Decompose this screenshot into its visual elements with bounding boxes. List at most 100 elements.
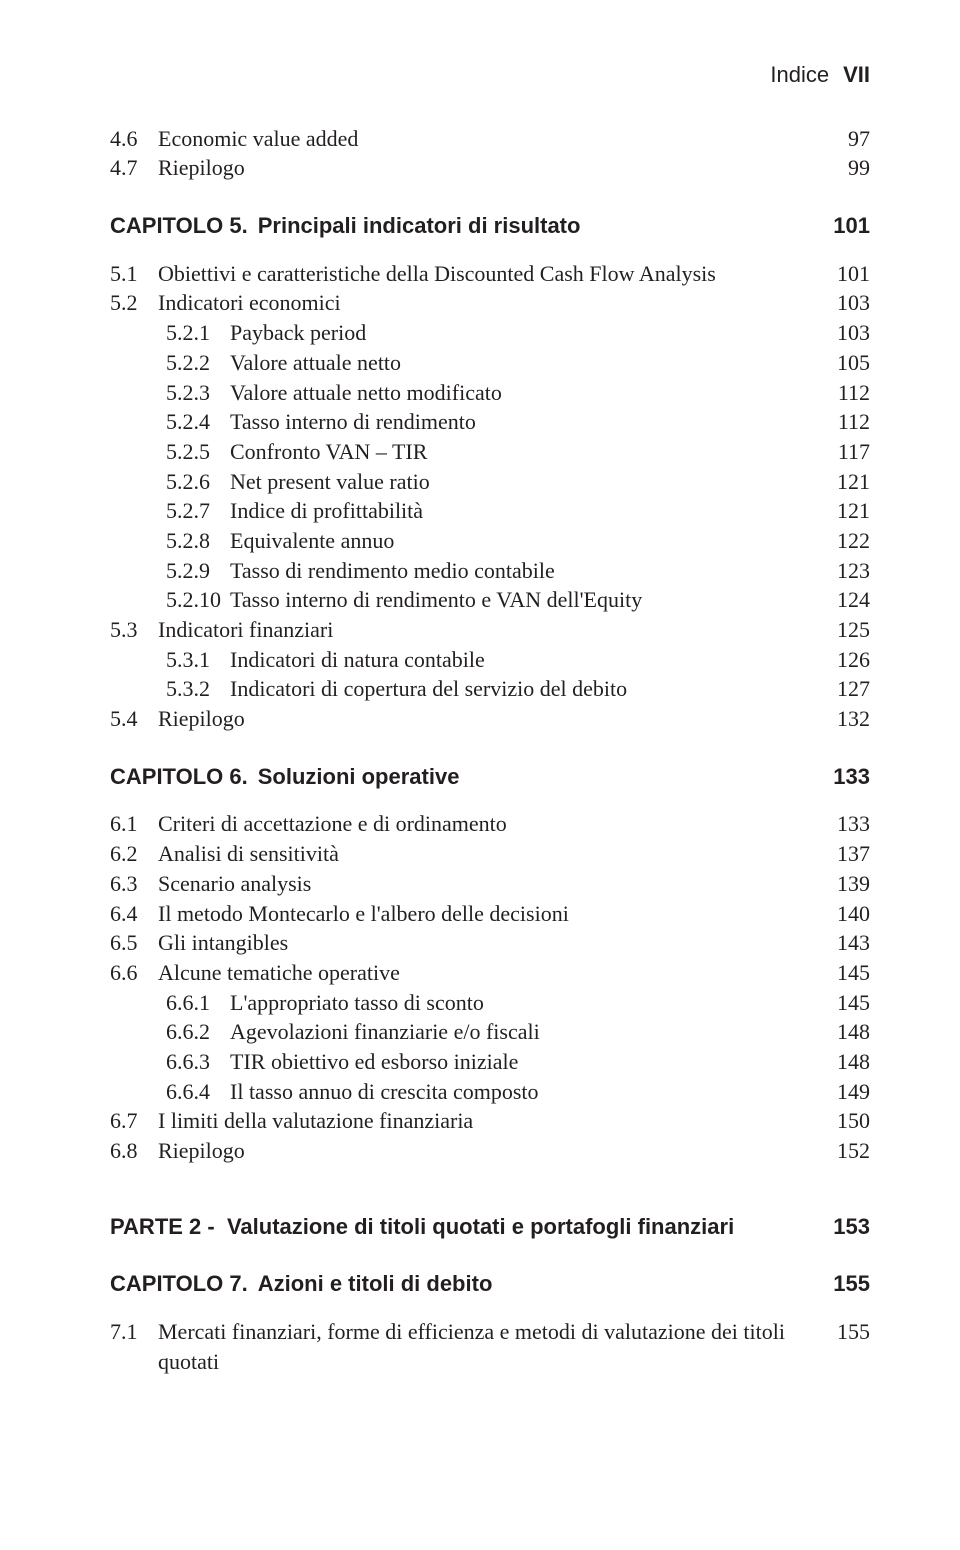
chapter-heading: CAPITOLO 7.Azioni e titoli di debito155 bbox=[110, 1269, 870, 1299]
toc-entry: 5.2.3Valore attuale netto modificato112 bbox=[110, 378, 870, 408]
parte-page: 153 bbox=[833, 1212, 870, 1242]
toc-entry: 5.3.1Indicatori di natura contabile126 bbox=[110, 645, 870, 675]
toc-entry-number: 4.6 bbox=[110, 124, 158, 154]
toc-entry-page: 103 bbox=[822, 288, 870, 318]
toc-entry-title: Confronto VAN – TIR bbox=[230, 437, 822, 467]
toc-entry-left: 6.6Alcune tematiche operative bbox=[110, 958, 822, 988]
toc-entry: 5.2.2Valore attuale netto105 bbox=[110, 348, 870, 378]
toc-entry: 7.1Mercati finanziari, forme di efficien… bbox=[110, 1317, 870, 1376]
toc-entry: 5.4Riepilogo132 bbox=[110, 704, 870, 734]
toc-entry-title: Indice di profittabilità bbox=[230, 496, 822, 526]
toc-entry-number: 5.2.6 bbox=[166, 467, 230, 497]
toc-entry-left: 4.7Riepilogo bbox=[110, 153, 822, 183]
toc-entry-number: 6.4 bbox=[110, 899, 158, 929]
running-header: Indice VII bbox=[110, 60, 870, 90]
toc-entry-number: 6.8 bbox=[110, 1136, 158, 1166]
toc-entry-page: 143 bbox=[822, 928, 870, 958]
chapter-title: Soluzioni operative bbox=[258, 762, 460, 792]
toc-entry-title: L'appropriato tasso di sconto bbox=[230, 988, 822, 1018]
toc-entry-left: 5.2.4Tasso interno di rendimento bbox=[110, 407, 822, 437]
toc-entry-left: 5.3Indicatori finanziari bbox=[110, 615, 822, 645]
header-label: Indice bbox=[770, 60, 829, 90]
toc-entry-title: Valore attuale netto bbox=[230, 348, 822, 378]
toc-entry-left: 6.6.3TIR obiettivo ed esborso iniziale bbox=[110, 1047, 822, 1077]
toc-entry-page: 127 bbox=[822, 674, 870, 704]
toc-entry-title: Valore attuale netto modificato bbox=[230, 378, 822, 408]
toc-entry-page: 112 bbox=[822, 378, 870, 408]
toc-entry-number: 5.3 bbox=[110, 615, 158, 645]
toc-entry-left: 6.4Il metodo Montecarlo e l'albero delle… bbox=[110, 899, 822, 929]
toc-entry-title: Gli intangibles bbox=[158, 928, 822, 958]
toc-chapters: CAPITOLO 5.Principali indicatori di risu… bbox=[110, 211, 870, 1166]
toc-entry-number: 6.2 bbox=[110, 839, 158, 869]
toc-entry-page: 148 bbox=[822, 1047, 870, 1077]
chapter-title: Azioni e titoli di debito bbox=[258, 1269, 493, 1299]
toc-entry-number: 5.1 bbox=[110, 259, 158, 289]
chapter-heading: CAPITOLO 6.Soluzioni operative133 bbox=[110, 762, 870, 792]
toc-entry-title: Indicatori di copertura del servizio del… bbox=[230, 674, 822, 704]
toc-entry-number: 5.2.7 bbox=[166, 496, 230, 526]
toc-entry-left: 5.2.5Confronto VAN – TIR bbox=[110, 437, 822, 467]
toc-entry-page: 152 bbox=[822, 1136, 870, 1166]
toc-entry: 6.1Criteri di accettazione e di ordiname… bbox=[110, 809, 870, 839]
toc-entry-left: 6.6.4Il tasso annuo di crescita composto bbox=[110, 1077, 822, 1107]
toc-entry-page: 122 bbox=[822, 526, 870, 556]
toc-entry-left: 5.3.2Indicatori di copertura del servizi… bbox=[110, 674, 822, 704]
toc-entry-number: 6.1 bbox=[110, 809, 158, 839]
toc-entry-page: 140 bbox=[822, 899, 870, 929]
toc-entry: 6.6.4Il tasso annuo di crescita composto… bbox=[110, 1077, 870, 1107]
toc-entry-number: 5.2.1 bbox=[166, 318, 230, 348]
toc-entry: 4.7Riepilogo99 bbox=[110, 153, 870, 183]
toc-entry-left: 6.6.1L'appropriato tasso di sconto bbox=[110, 988, 822, 1018]
toc-entry-page: 137 bbox=[822, 839, 870, 869]
toc-entry-title: Tasso di rendimento medio contabile bbox=[230, 556, 822, 586]
toc-entry: 4.6Economic value added97 bbox=[110, 124, 870, 154]
toc-entry-title: TIR obiettivo ed esborso iniziale bbox=[230, 1047, 822, 1077]
toc-entry-page: 124 bbox=[822, 585, 870, 615]
toc-entry-number: 6.7 bbox=[110, 1106, 158, 1136]
toc-entry: 6.2Analisi di sensitività137 bbox=[110, 839, 870, 869]
toc-entry-left: 5.2.1Payback period bbox=[110, 318, 822, 348]
toc-entry-page: 101 bbox=[822, 259, 870, 289]
toc-entry-left: 6.2Analisi di sensitività bbox=[110, 839, 822, 869]
toc-entry-number: 5.3.1 bbox=[166, 645, 230, 675]
toc-entry: 6.6Alcune tematiche operative145 bbox=[110, 958, 870, 988]
toc-entry: 6.6.1L'appropriato tasso di sconto145 bbox=[110, 988, 870, 1018]
toc-entry-title: Alcune tematiche operative bbox=[158, 958, 822, 988]
toc-entry: 5.1Obiettivi e caratteristiche della Dis… bbox=[110, 259, 870, 289]
toc-entry-left: 5.2.8Equivalente annuo bbox=[110, 526, 822, 556]
header-page-number: VII bbox=[843, 60, 870, 90]
toc-entry-title: Il metodo Montecarlo e l'albero delle de… bbox=[158, 899, 822, 929]
toc-entry-page: 149 bbox=[822, 1077, 870, 1107]
toc-entry: 5.2.9Tasso di rendimento medio contabile… bbox=[110, 556, 870, 586]
toc-entry: 5.2.7Indice di profittabilità121 bbox=[110, 496, 870, 526]
toc-entry-page: 133 bbox=[822, 809, 870, 839]
parte-label-title: PARTE 2 - Valutazione di titoli quotati … bbox=[110, 1212, 734, 1242]
toc-entry: 5.3.2Indicatori di copertura del servizi… bbox=[110, 674, 870, 704]
toc-entry-title: Riepilogo bbox=[158, 704, 822, 734]
parte-heading: PARTE 2 - Valutazione di titoli quotati … bbox=[110, 1212, 870, 1242]
toc-entry-title: Analisi di sensitività bbox=[158, 839, 822, 869]
toc-entry: 5.3Indicatori finanziari125 bbox=[110, 615, 870, 645]
toc-entry-number: 5.2.5 bbox=[166, 437, 230, 467]
toc-entry-number: 6.6.2 bbox=[166, 1017, 230, 1047]
toc-entry: 6.5Gli intangibles143 bbox=[110, 928, 870, 958]
toc-entry-page: 105 bbox=[822, 348, 870, 378]
toc-entry-left: 5.2.3Valore attuale netto modificato bbox=[110, 378, 822, 408]
toc-entry-number: 5.2.4 bbox=[166, 407, 230, 437]
toc-entry-left: 5.2.2Valore attuale netto bbox=[110, 348, 822, 378]
toc-entry-title: Obiettivi e caratteristiche della Discou… bbox=[158, 259, 822, 289]
toc-entry-left: 7.1Mercati finanziari, forme di efficien… bbox=[110, 1317, 822, 1376]
toc-entry: 6.4Il metodo Montecarlo e l'albero delle… bbox=[110, 899, 870, 929]
toc-entry-page: 126 bbox=[822, 645, 870, 675]
toc-entry-number: 5.2.2 bbox=[166, 348, 230, 378]
toc-entry-number: 5.3.2 bbox=[166, 674, 230, 704]
toc-entry-title: I limiti della valutazione finanziaria bbox=[158, 1106, 822, 1136]
toc-section: 5.1Obiettivi e caratteristiche della Dis… bbox=[110, 259, 870, 734]
toc-entry-page: 132 bbox=[822, 704, 870, 734]
toc-entry: 5.2.4Tasso interno di rendimento112 bbox=[110, 407, 870, 437]
chapter-name: CAPITOLO 6.Soluzioni operative bbox=[110, 762, 459, 792]
toc-entry-number: 5.2.3 bbox=[166, 378, 230, 408]
toc-entry-title: Criteri di accettazione e di ordinamento bbox=[158, 809, 822, 839]
page: Indice VII 4.6Economic value added974.7R… bbox=[0, 0, 960, 1550]
